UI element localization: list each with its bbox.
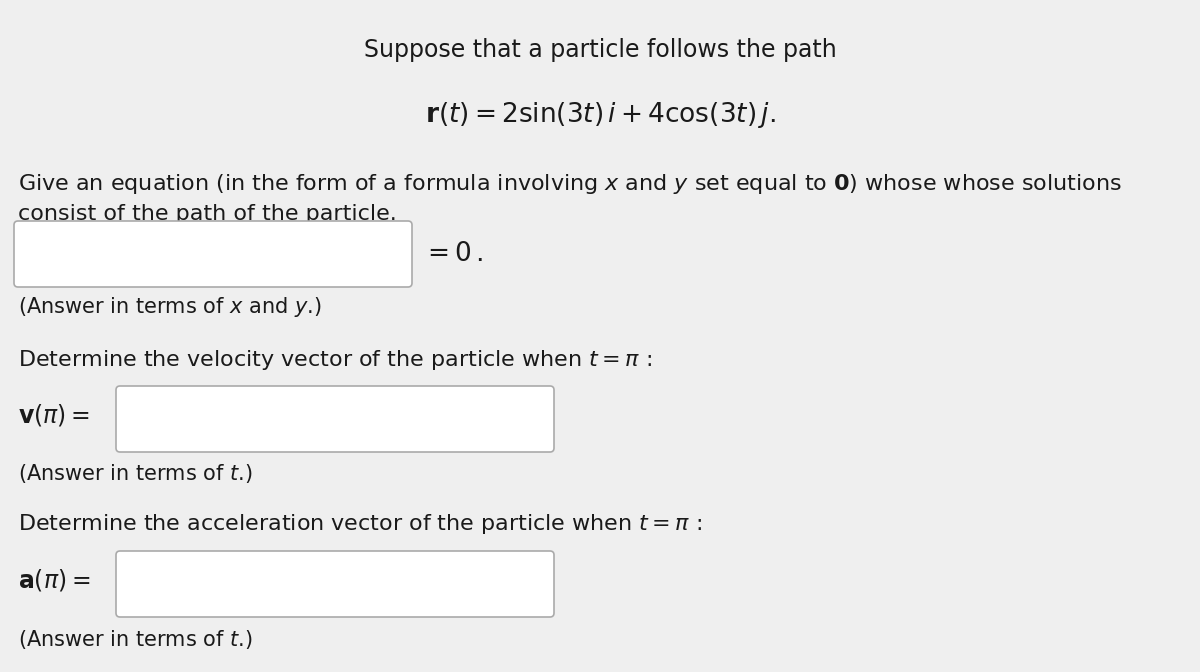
Text: (Answer in terms of $t$.): (Answer in terms of $t$.): [18, 462, 253, 485]
Text: Determine the velocity vector of the particle when $t = \pi$ :: Determine the velocity vector of the par…: [18, 348, 652, 372]
Text: $\mathbf{a}(\pi) = $: $\mathbf{a}(\pi) = $: [18, 567, 90, 593]
FancyBboxPatch shape: [116, 551, 554, 617]
FancyBboxPatch shape: [14, 221, 412, 287]
Text: $\mathbf{v}(\pi) = $: $\mathbf{v}(\pi) = $: [18, 402, 90, 428]
Text: consist of the path of the particle.: consist of the path of the particle.: [18, 204, 397, 224]
Text: $\mathbf{r}(t) = 2 \sin(3t)\, i + 4 \cos(3t)\, j.$: $\mathbf{r}(t) = 2 \sin(3t)\, i + 4 \cos…: [425, 100, 775, 130]
Text: Suppose that a particle follows the path: Suppose that a particle follows the path: [364, 38, 836, 62]
Text: $= 0\,.$: $= 0\,.$: [422, 241, 484, 267]
FancyBboxPatch shape: [116, 386, 554, 452]
Text: (Answer in terms of $t$.): (Answer in terms of $t$.): [18, 628, 253, 651]
Text: Give an equation (in the form of a formula involving $x$ and $y$ set equal to $\: Give an equation (in the form of a formu…: [18, 172, 1122, 196]
Text: Determine the acceleration vector of the particle when $t = \pi$ :: Determine the acceleration vector of the…: [18, 512, 702, 536]
Text: (Answer in terms of $x$ and $y$.): (Answer in terms of $x$ and $y$.): [18, 295, 322, 319]
